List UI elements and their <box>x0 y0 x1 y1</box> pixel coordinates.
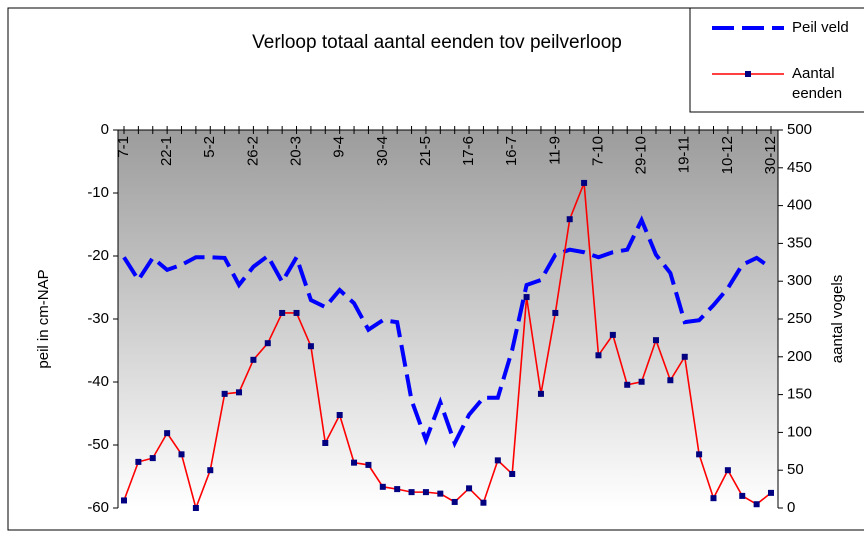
marker <box>293 309 300 316</box>
marker <box>307 343 314 350</box>
y-axis-label: peil in cm-NAP <box>35 269 52 368</box>
x-tick-label: 11-9 <box>546 136 563 165</box>
marker <box>509 470 516 477</box>
y2-tick-label: 350 <box>787 234 812 251</box>
marker <box>192 505 199 511</box>
y2-tick-label: 250 <box>787 310 812 327</box>
y2-tick-label: 300 <box>787 272 812 289</box>
marker <box>408 489 415 496</box>
marker <box>667 377 674 384</box>
marker <box>609 331 616 338</box>
x-tick-label: 20-3 <box>288 136 305 166</box>
x-tick-label: 30-4 <box>374 136 391 166</box>
series-line <box>122 215 773 449</box>
x-tick-label: 30-12 <box>762 136 779 174</box>
y2-tick-label: 200 <box>787 348 812 365</box>
marker <box>523 294 530 301</box>
x-tick-label: 22-1 <box>158 136 175 166</box>
plot-area <box>118 130 778 508</box>
marker <box>451 498 458 505</box>
marker <box>221 390 228 397</box>
legend-marker <box>745 71 751 77</box>
marker <box>696 451 703 458</box>
marker <box>178 451 185 458</box>
marker <box>768 489 774 496</box>
marker <box>336 412 343 419</box>
marker <box>264 340 271 347</box>
y2-tick-label: 400 <box>787 197 812 214</box>
marker <box>753 501 760 508</box>
marker <box>624 381 631 388</box>
marker <box>652 337 659 344</box>
y-tick-label: -60 <box>87 499 109 516</box>
y2-tick-label: 50 <box>787 461 804 478</box>
marker <box>638 378 645 385</box>
x-tick-label: 19-11 <box>676 136 693 173</box>
marker <box>566 216 573 223</box>
marker <box>437 490 444 497</box>
x-tick-label: 7-10 <box>589 136 606 166</box>
marker <box>681 353 688 360</box>
marker <box>351 459 358 466</box>
marker <box>236 389 243 396</box>
y2-tick-label: 150 <box>787 386 812 403</box>
y2-axis-label: aantal vogels <box>829 275 846 363</box>
marker <box>581 179 588 186</box>
legend-label: Aantal eenden <box>792 65 842 102</box>
y2-tick-label: 500 <box>787 121 812 138</box>
y2-tick-label: 450 <box>787 159 812 176</box>
marker <box>710 495 717 502</box>
marker <box>379 483 386 490</box>
x-tick-label: 5-2 <box>201 136 218 158</box>
legend <box>689 7 864 113</box>
marker <box>494 457 501 464</box>
y-tick-label: -50 <box>87 436 109 453</box>
y2-tick-label: 100 <box>787 423 812 440</box>
y-tick-label: -20 <box>87 247 109 264</box>
marker <box>466 485 473 492</box>
y2-tick-label: 0 <box>787 499 795 516</box>
marker <box>595 352 602 359</box>
x-tick-label: 26-2 <box>244 136 261 166</box>
series-line <box>123 182 772 511</box>
x-tick-label: 16-7 <box>503 136 520 166</box>
marker <box>365 461 372 468</box>
marker <box>164 430 171 437</box>
marker <box>322 439 329 446</box>
chart-title: Verloop totaal aantal eenden tov peilver… <box>252 32 622 53</box>
x-tick-label: 29-10 <box>633 136 650 174</box>
marker <box>207 467 214 474</box>
y-tick-label: -10 <box>87 184 109 201</box>
marker <box>552 309 559 316</box>
marker <box>121 497 127 504</box>
x-tick-label: 21-5 <box>417 136 434 166</box>
y-tick-label: -30 <box>87 310 109 327</box>
x-tick-label: 7-1 <box>115 136 132 158</box>
marker <box>250 356 257 363</box>
marker <box>279 309 286 316</box>
legend-label: Peil veld <box>792 19 849 36</box>
x-tick-label: 17-6 <box>460 136 477 166</box>
marker <box>537 390 544 397</box>
x-tick-label: 10-12 <box>719 136 736 174</box>
marker <box>724 467 731 474</box>
marker <box>422 489 429 496</box>
y-tick-label: 0 <box>101 121 109 138</box>
x-tick-label: 9-4 <box>331 136 348 158</box>
marker <box>135 458 142 465</box>
marker <box>739 492 746 499</box>
marker <box>149 455 156 462</box>
marker <box>394 486 401 493</box>
marker <box>480 499 487 506</box>
y-tick-label: -40 <box>87 373 109 390</box>
